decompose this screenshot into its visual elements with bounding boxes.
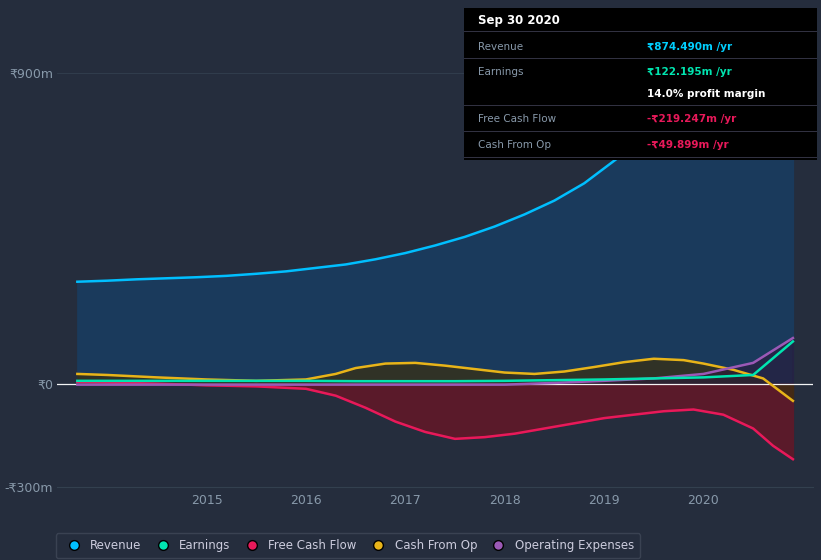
- Text: Revenue: Revenue: [478, 41, 523, 52]
- Text: -₹49.899m /yr: -₹49.899m /yr: [648, 140, 729, 150]
- Text: Free Cash Flow: Free Cash Flow: [478, 114, 556, 124]
- Text: ₹874.490m /yr: ₹874.490m /yr: [648, 41, 732, 52]
- Legend: Revenue, Earnings, Free Cash Flow, Cash From Op, Operating Expenses: Revenue, Earnings, Free Cash Flow, Cash …: [56, 533, 640, 558]
- Text: 14.0% profit margin: 14.0% profit margin: [648, 88, 766, 99]
- Text: -₹219.247m /yr: -₹219.247m /yr: [648, 114, 736, 124]
- Text: ₹122.195m /yr: ₹122.195m /yr: [648, 67, 732, 77]
- Text: Earnings: Earnings: [478, 67, 524, 77]
- Text: Cash From Op: Cash From Op: [478, 140, 551, 150]
- Text: Sep 30 2020: Sep 30 2020: [478, 15, 560, 27]
